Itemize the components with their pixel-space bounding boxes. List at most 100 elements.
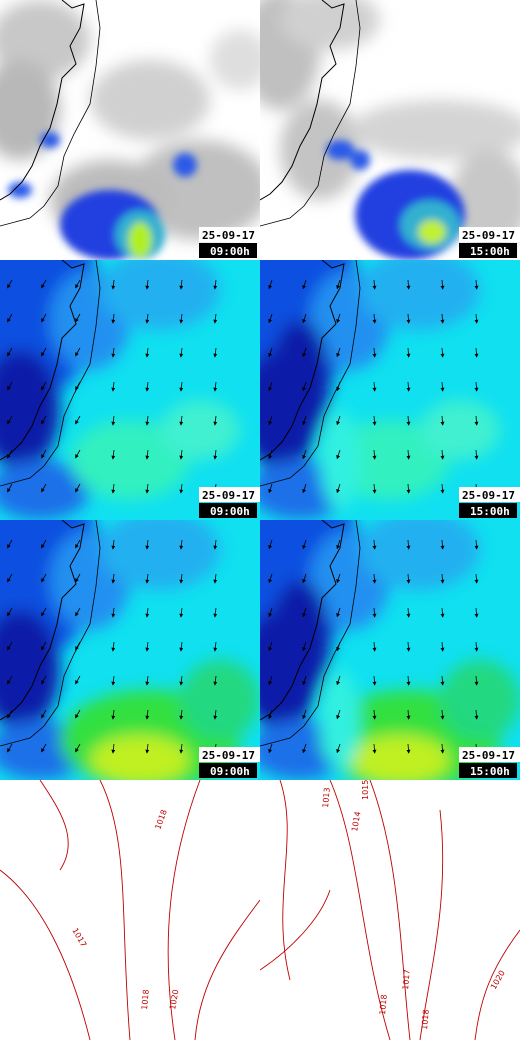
wind-arrow [75,539,81,549]
field-blob [270,580,330,700]
wind-arrow [7,381,13,391]
date-box [199,487,260,502]
wind-arrow [213,607,218,618]
wind-arrow [7,743,13,753]
wind-arrow [41,279,47,289]
wind-arrow [440,347,445,358]
wind-arrow [406,675,411,686]
wind-arrow [213,381,218,392]
coastline [0,260,85,461]
border-line [0,520,101,747]
isobar [0,869,91,1040]
wind-arrow [111,743,116,754]
wind-arrow [302,675,307,686]
date-box [199,747,260,762]
wind-arrow [268,313,273,324]
isobar-label: 1020 [168,989,180,1011]
wind-arrow [372,415,377,426]
wind-arrow [41,483,47,493]
wind-arrow [7,641,13,651]
wind-arrow [111,607,116,618]
wind-arrow [268,381,273,392]
wind-arrow [302,279,307,290]
wind-arrow [406,415,411,426]
time-box [459,243,517,258]
wind-arrow [75,279,81,289]
wind-arrow [179,607,184,618]
wind-arrow [302,449,307,460]
coastline [260,520,345,721]
wind-arrow [41,449,47,459]
wind-arrow [111,539,116,550]
wind-arrow [406,539,411,550]
field-blob [0,460,90,520]
background [260,780,520,1040]
precip-blob [8,182,32,198]
wind-arrow [41,415,47,425]
wind-arrow [302,483,307,494]
wind-arrow [75,743,81,753]
border-line [260,0,361,227]
field-blob [90,735,190,780]
wind-arrow [75,347,81,357]
wind-arrow [213,313,218,324]
field-blob [180,660,260,740]
wind-arrow [75,573,81,583]
wind-arrow [372,573,377,584]
precip [8,132,197,260]
wind-arrow [440,641,445,652]
wind-arrow [474,279,479,290]
field-blob [0,350,60,470]
cloud-blob [450,150,520,250]
wind-arrow [7,573,13,583]
map-panel: 25-09-17 09:00h [0,260,260,520]
wind-arrow [372,483,377,494]
wind-arrow [145,607,150,618]
wind-arrow [111,347,116,358]
wind-arrow [41,573,47,583]
wind-arrow [372,381,377,392]
map-panel: 25-09-17 15:00h [260,260,520,520]
wind-arrow [406,381,411,392]
wind-arrow [75,313,81,323]
field-blob [160,400,240,460]
wind-arrow [213,675,218,686]
border-line [0,260,101,487]
wind-arrow [440,279,445,290]
field-blob [420,400,500,460]
wind-arrow [440,573,445,584]
wind-arrow [213,279,218,290]
wind-arrow [179,743,184,754]
wind-arrow [268,573,273,584]
wind-arrow [41,641,47,651]
precip-blob [173,153,197,177]
cloud-blob [90,60,210,140]
field-blob [320,670,360,770]
wind-arrow [7,313,13,323]
wind-arrow [302,539,307,550]
wind-arrow [440,381,445,392]
wind-arrow [302,709,307,720]
wind-arrow [145,381,150,392]
wind-arrow [302,313,307,324]
wind-arrow [7,607,13,617]
wind-arrow [372,675,377,686]
wind-arrow [268,483,273,494]
wind-arrow [145,743,150,754]
wind-arrow [213,573,218,584]
wind-arrow [336,743,341,754]
wind-arrow [372,743,377,754]
wind-arrow [179,415,184,426]
wind-arrow [111,709,116,720]
wind-arrow [336,607,341,618]
isobar [167,780,201,1040]
wind-arrow [179,675,184,686]
wind-arrow [336,675,341,686]
time-label: 09:00h [210,505,250,518]
cloud-blob [350,100,520,160]
wind-arrow [7,539,13,549]
wind-arrow [406,279,411,290]
wind-arrow [474,607,479,618]
wind-arrow [179,381,184,392]
wind-arrow [406,641,411,652]
